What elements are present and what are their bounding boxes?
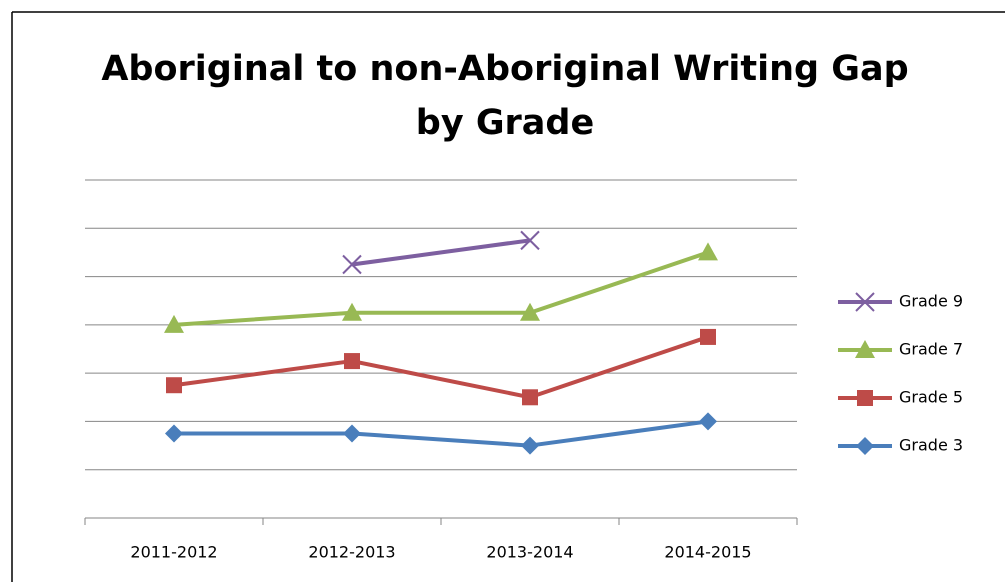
marker	[857, 390, 873, 406]
series-line	[173, 335, 709, 400]
marker	[520, 230, 540, 251]
marker	[344, 353, 360, 370]
marker	[164, 314, 184, 333]
marker	[698, 242, 718, 261]
chart-title: Aboriginal to non-Aboriginal Writing Gap…	[101, 49, 909, 143]
x-tick-label: 2011-2012	[130, 543, 217, 562]
marker	[343, 424, 361, 443]
marker	[856, 437, 874, 455]
legend-label: Grade 3	[899, 436, 963, 455]
marker	[342, 254, 362, 275]
marker	[520, 302, 540, 321]
marker	[342, 302, 362, 321]
series-line	[351, 238, 531, 267]
marker	[700, 328, 716, 345]
legend-label: Grade 5	[899, 388, 963, 407]
x-tick-label: 2014-2015	[664, 543, 751, 562]
series-line	[174, 419, 709, 448]
marker	[165, 424, 183, 443]
marker	[166, 377, 182, 394]
marker	[522, 389, 538, 406]
x-tick-label: 2013-2014	[486, 543, 573, 562]
legend-label: Grade 7	[899, 340, 963, 359]
x-tick-label: 2012-2013	[308, 543, 395, 562]
marker	[699, 412, 717, 431]
series-line	[173, 250, 709, 327]
marker	[855, 340, 875, 358]
marker	[855, 292, 875, 312]
legend-label: Grade 9	[899, 292, 963, 311]
marker	[521, 436, 539, 455]
